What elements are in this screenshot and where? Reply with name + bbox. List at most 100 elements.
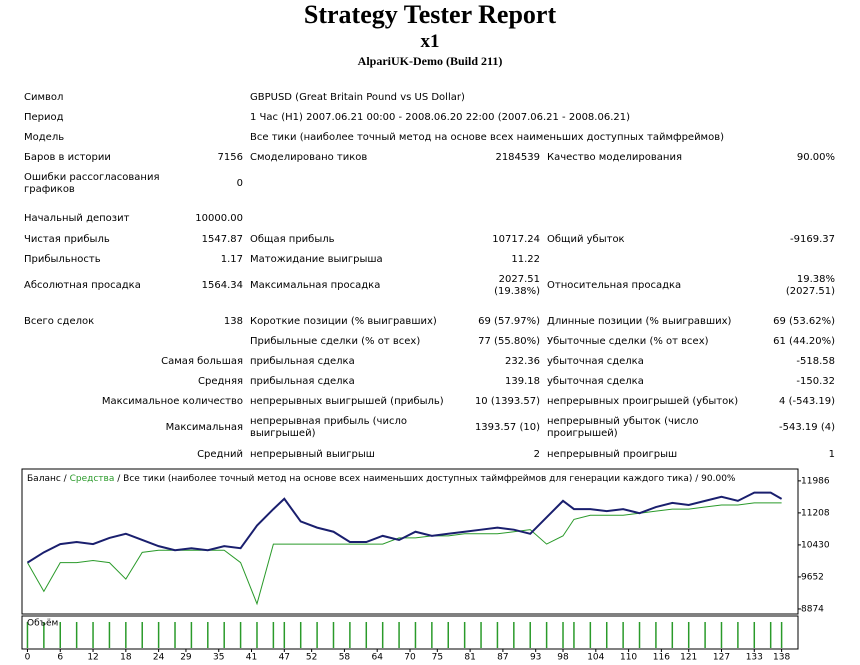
cell: Ошибки рассогласования графиков <box>24 172 160 195</box>
cell: непрерывных выигрышей (прибыль) <box>250 396 444 407</box>
cell: прибыльная сделка <box>250 356 355 367</box>
chart-subtitle: / Все тики (наиболее точный метод на осн… <box>117 474 736 484</box>
cell: Символ <box>24 92 64 103</box>
y-tick-label: 9652 <box>801 572 824 582</box>
x-tick-label: 110 <box>620 653 637 663</box>
cell: 61 (44.20%) <box>773 336 835 347</box>
cell: Прибыльность <box>24 254 101 265</box>
cell: Качество моделирования <box>547 152 682 163</box>
x-tick-label: 47 <box>279 653 290 663</box>
cell: 10000.00 <box>195 213 243 224</box>
cell: Прибыльные сделки (% от всех) <box>250 336 421 347</box>
cell: непрерывный убыток (число проигрышей) <box>547 416 699 439</box>
x-tick-label: 104 <box>587 653 604 663</box>
cell: прибыльная сделка <box>250 376 355 387</box>
cell: убыточная сделка <box>547 376 644 387</box>
cell: 139.18 <box>505 376 540 387</box>
cell: Максимальная просадка <box>250 280 381 291</box>
cell: 1393.57 (10) <box>474 422 540 433</box>
cell: 11.22 <box>511 254 540 265</box>
x-tick-label: 133 <box>746 653 763 663</box>
legend-entry: Средства <box>70 474 115 484</box>
cell: Средняя <box>198 376 243 387</box>
x-tick-label: 52 <box>306 653 317 663</box>
server: AlpariUK-Demo (Build 211) <box>357 54 503 68</box>
x-tick-label: 138 <box>773 653 790 663</box>
cell: GBPUSD (Great Britain Pound vs US Dollar… <box>250 92 465 103</box>
cell: Максимальная <box>165 422 243 433</box>
legend: Баланс / Средства / Все тики (наиболее т… <box>27 474 736 484</box>
x-tick-label: 0 <box>25 653 31 663</box>
cell: 1 Час (H1) 2007.06.21 00:00 - 2008.06.20… <box>250 112 630 123</box>
cell: 2 <box>533 449 540 460</box>
cell: Матожидание выигрыша <box>250 254 383 265</box>
x-tick-label: 29 <box>180 653 192 663</box>
cell: Все тики (наиболее точный метод на основ… <box>250 132 725 143</box>
x-tick-label: 127 <box>713 653 730 663</box>
cell: Начальный депозит <box>24 213 130 224</box>
cell: непрерывная прибыль (число выигрышей) <box>250 416 407 439</box>
cell: Короткие позиции (% выигравших) <box>250 316 437 327</box>
cell: 10 (1393.57) <box>474 396 540 407</box>
x-tick-label: 24 <box>153 653 165 663</box>
y-tick-label: 10430 <box>801 540 830 550</box>
cell: -150.32 <box>796 376 835 387</box>
x-tick-label: 98 <box>557 653 569 663</box>
cell: -543.19 (4) <box>779 422 835 433</box>
legend-entry: Баланс <box>27 474 61 484</box>
cell: непрерывных проигрышей (убыток) <box>547 396 739 407</box>
x-tick-label: 70 <box>404 653 416 663</box>
cell: 138 <box>223 316 243 327</box>
cell: 90.00% <box>796 152 835 163</box>
x-tick-label: 81 <box>464 653 475 663</box>
x-tick-label: 12 <box>87 653 98 663</box>
cell: -518.58 <box>796 356 835 367</box>
x-tick-label: 87 <box>497 653 508 663</box>
cell: 77 (55.80%) <box>478 336 540 347</box>
cell: 19.38% (2027.51) <box>785 274 835 297</box>
y-tick-label: 11986 <box>801 476 830 486</box>
chart-frame <box>21 468 799 615</box>
cell: Средний <box>197 449 243 460</box>
cell: Относительная просадка <box>547 280 682 291</box>
cell: 232.36 <box>505 356 540 367</box>
x-tick-label: 58 <box>339 653 351 663</box>
cell: Общая прибыль <box>250 234 335 245</box>
x-tick-label: 35 <box>213 653 224 663</box>
cell: 1 <box>828 449 835 460</box>
x-tick-label: 6 <box>57 653 63 663</box>
series-line <box>27 502 782 606</box>
cell: Длинные позиции (% выигравших) <box>547 316 732 327</box>
cell: непрерывный проигрыш <box>547 449 678 460</box>
volume-frame <box>21 615 799 650</box>
cell: Самая большая <box>161 356 243 367</box>
cell: 2027.51 (19.38%) <box>494 274 540 297</box>
cell: 7156 <box>217 152 243 163</box>
cell: Чистая прибыль <box>24 234 110 245</box>
cell: Баров в истории <box>24 152 111 163</box>
series-line <box>26 491 783 564</box>
x-tick-label: 75 <box>432 653 443 663</box>
x-tick-label: 116 <box>653 653 670 663</box>
cell: Убыточные сделки (% от всех) <box>547 336 709 347</box>
y-tick-label: 11208 <box>801 508 830 518</box>
cell: 0 <box>236 178 243 189</box>
cell: Смоделировано тиков <box>250 152 368 163</box>
x-tick-label: 18 <box>120 653 132 663</box>
cell: 69 (57.97%) <box>478 316 540 327</box>
cell: 69 (53.62%) <box>773 316 835 327</box>
x-tick-label: 121 <box>680 653 697 663</box>
cell: убыточная сделка <box>547 356 644 367</box>
cell: 1564.34 <box>201 280 243 291</box>
cell: Общий убыток <box>547 234 625 245</box>
cell: Максимальное количество <box>101 396 243 407</box>
x-tick-label: 41 <box>246 653 257 663</box>
cell: Абсолютная просадка <box>24 280 141 291</box>
x-tick-label: 64 <box>371 653 383 663</box>
cell: непрерывный выигрыш <box>250 449 375 460</box>
cell: Всего сделок <box>24 316 95 327</box>
cell: 10717.24 <box>492 234 540 245</box>
volume-label: Объём <box>27 619 58 629</box>
